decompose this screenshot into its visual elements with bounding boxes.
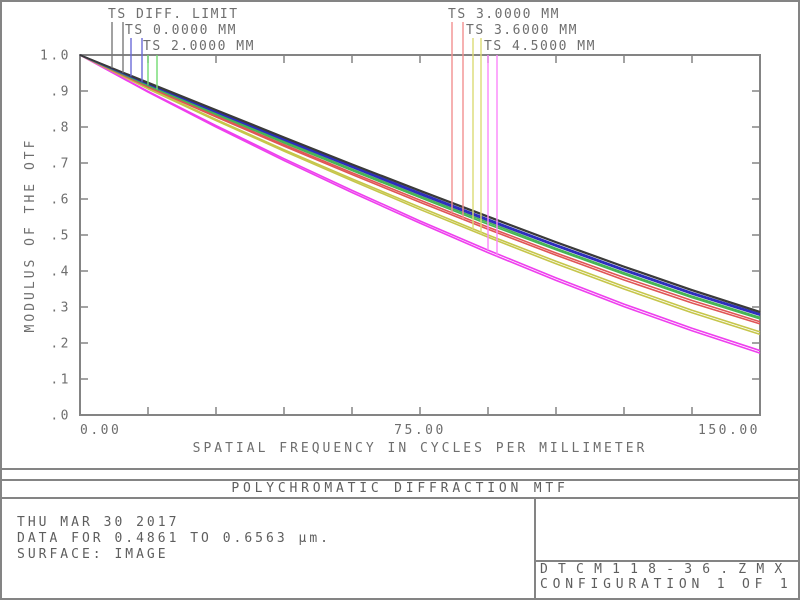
legend-label: TS DIFF. LIMIT <box>108 7 239 22</box>
plot-title: POLYCHROMATIC DIFFRACTION MTF <box>231 481 569 496</box>
y-tick-label: .4 <box>50 265 71 280</box>
legend-label: TS 3.0000 MM <box>448 7 560 22</box>
y-tick-label: .1 <box>50 373 71 388</box>
curve-ts-4.5000-mm-a <box>79 54 761 352</box>
y-axis-title: MODULUS OF THE OTF <box>23 138 38 333</box>
footer-right-divider <box>534 560 800 562</box>
chart-footer-divider <box>0 468 800 470</box>
footer-filename: DTCM118-36.ZMX <box>540 562 793 577</box>
footer-date: THU MAR 30 2017 <box>17 515 180 530</box>
y-tick-label: .6 <box>50 193 71 208</box>
curve-ts-diff-limit-a <box>79 54 761 313</box>
y-tick-label: .0 <box>50 409 71 424</box>
curve-ts-4.5000-mm-b <box>79 54 761 354</box>
x-axis-title: SPATIAL FREQUENCY IN CYCLES PER MILLIMET… <box>193 441 648 456</box>
curve-ts-diff-limit-b <box>79 54 761 314</box>
legend-label: TS 2.0000 MM <box>143 39 255 54</box>
legend-label: TS 0.0000 MM <box>125 23 237 38</box>
curve-ts-3.6000-mm-b <box>79 54 761 336</box>
curve-ts-3.0000-mm-b <box>79 54 761 325</box>
y-tick-label: .3 <box>50 301 71 316</box>
y-tick-label: .9 <box>50 85 71 100</box>
legend-label: TS 4.5000 MM <box>484 39 596 54</box>
curve-ts-0.0000-mm-b <box>79 54 761 317</box>
mtf-plot: 0.00 75.00 150.00 1.0 .9 .8 .7 .6 .5 .4 .3 .2 .1 .0 SP… <box>23 7 761 456</box>
footer-configuration: CONFIGURATION 1 OF 1 <box>540 577 793 592</box>
y-tick-label: .5 <box>50 229 71 244</box>
y-tick-label: .8 <box>50 121 71 136</box>
footer-surface: SURFACE: IMAGE <box>17 547 169 562</box>
curve-ts-2.0000-mm-b <box>79 54 761 320</box>
footer-vertical-divider <box>534 497 536 600</box>
x-tick-label: 75.00 <box>394 423 446 438</box>
curve-ts-3.6000-mm-a <box>79 54 761 333</box>
footer-data-range: DATA FOR 0.4861 TO 0.6563 µm. <box>17 531 331 546</box>
y-tick-label: 1.0 <box>40 49 71 64</box>
curve-ts-2.0000-mm-a <box>79 54 761 319</box>
curve-ts-3.0000-mm-a <box>79 54 761 323</box>
y-tick-label: .2 <box>50 337 71 352</box>
curve-ts-0.0000-mm-a <box>79 54 761 315</box>
x-tick-label: 0.00 <box>80 423 121 438</box>
legend-label: TS 3.6000 MM <box>466 23 578 38</box>
y-tick-label: .7 <box>50 157 71 172</box>
x-tick-label: 150.00 <box>698 423 760 438</box>
plot-title-band: POLYCHROMATIC DIFFRACTION MTF <box>0 479 800 499</box>
